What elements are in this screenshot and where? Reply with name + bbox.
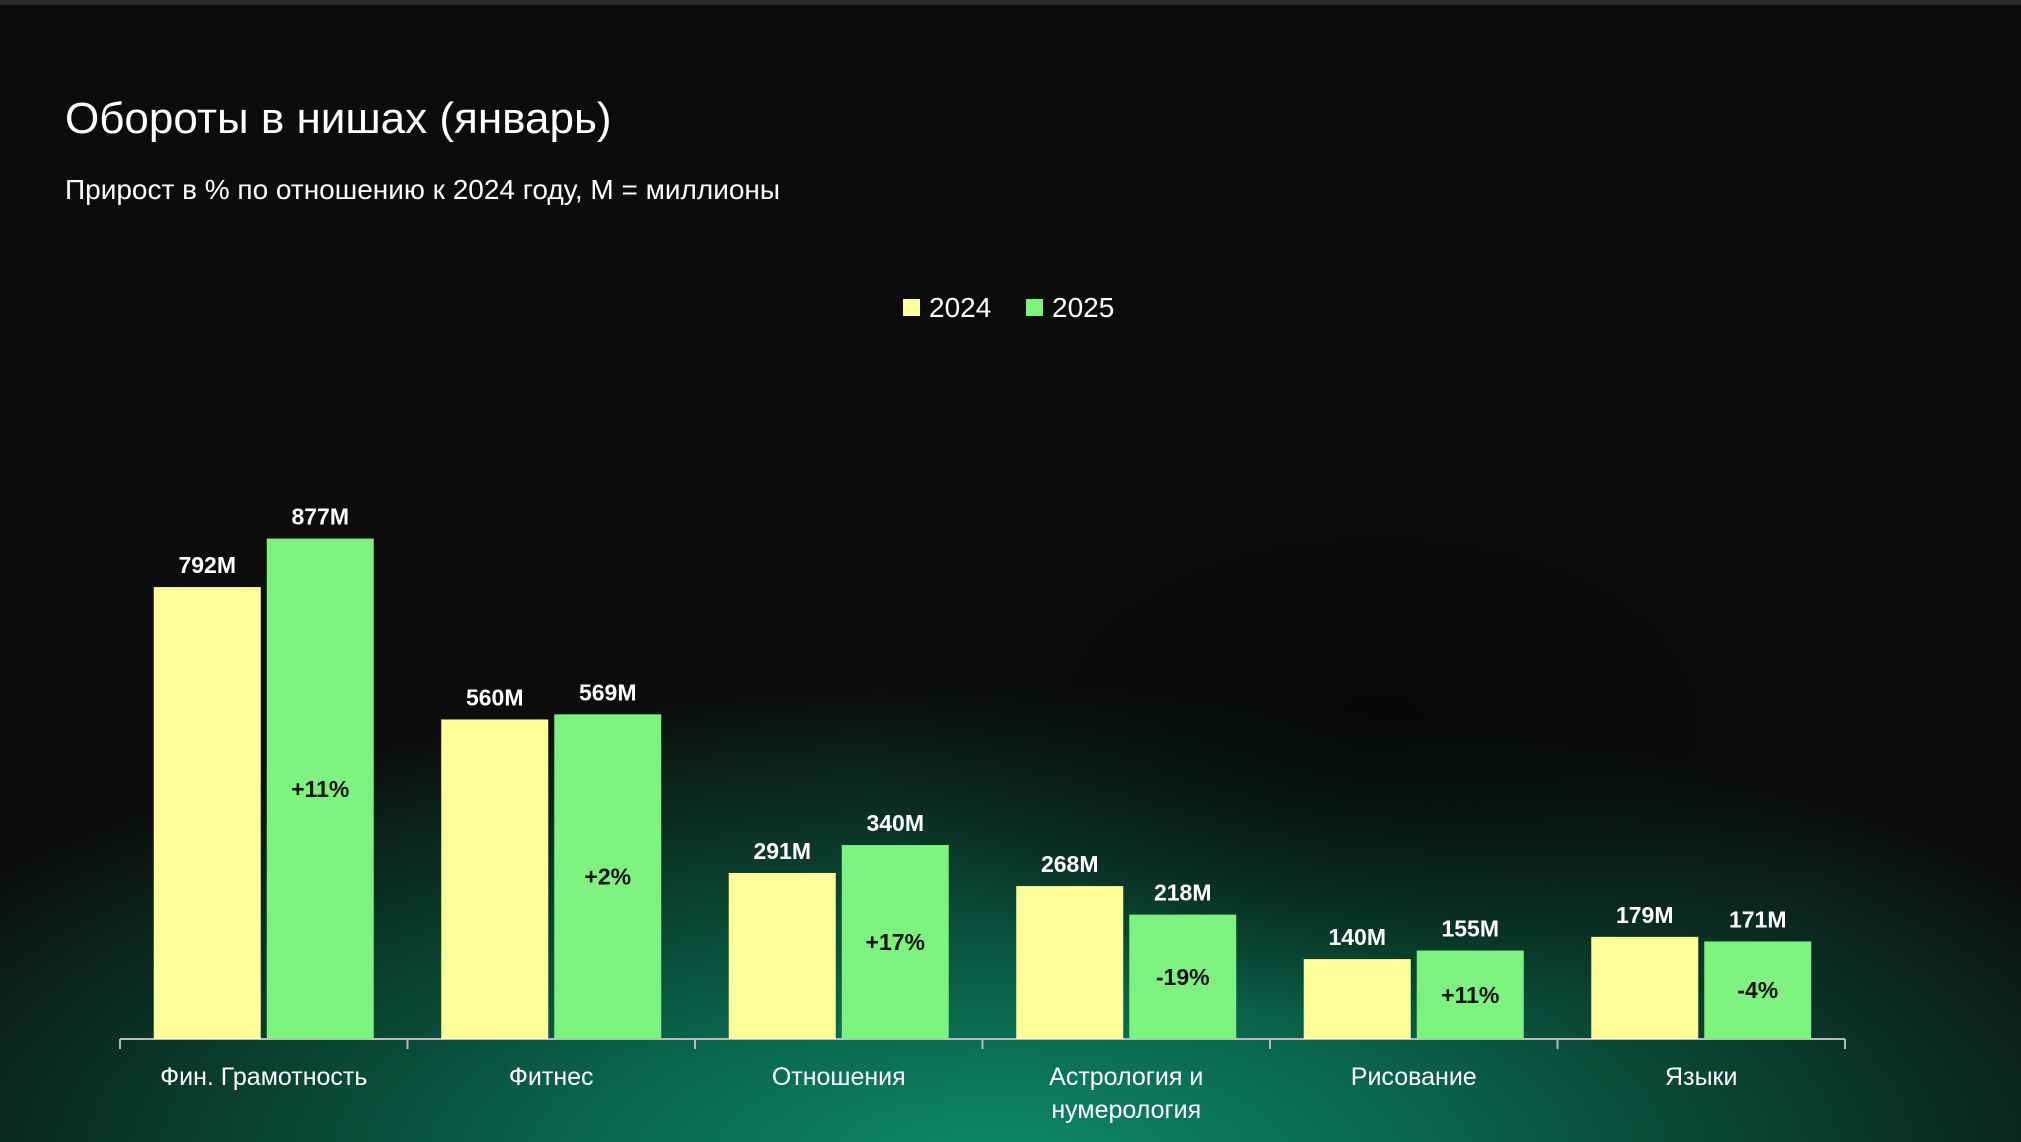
top-border (0, 0, 2021, 5)
data-label-2025-2: 340M (866, 810, 924, 836)
growth-label-4: +11% (1441, 982, 1499, 1008)
bar-2024-1 (441, 719, 549, 1039)
growth-label-1: +2% (584, 864, 631, 890)
bar-2024-0 (153, 587, 261, 1039)
growth-label-3: -19% (1156, 964, 1210, 990)
category-label-4: Рисование (1351, 1063, 1477, 1091)
bar-2025-2 (841, 844, 949, 1039)
data-label-2024-0: 792M (178, 552, 236, 578)
bar-2024-2 (728, 872, 836, 1039)
data-label-2024-1: 560M (466, 684, 524, 710)
bar-2025-4 (1416, 950, 1524, 1039)
bar-2025-5 (1704, 941, 1812, 1039)
category-label-3: Астрология и (1049, 1063, 1203, 1091)
chart-subtitle: Прирост в % по отношению к 2024 году, М … (65, 174, 781, 205)
data-label-2024-4: 140M (1328, 924, 1386, 950)
data-label-2025-5: 171M (1729, 906, 1787, 932)
legend-label-2025: 2025 (1052, 292, 1114, 323)
data-label-2024-5: 179M (1616, 902, 1674, 928)
data-label-2025-0: 877M (291, 504, 349, 530)
chart-title: Обороты в нишах (январь) (65, 94, 612, 143)
category-label-2: Отношения (772, 1063, 906, 1091)
data-label-2025-3: 218M (1154, 880, 1212, 906)
category-label-3: нумерология (1051, 1096, 1201, 1124)
bar-2025-0 (266, 538, 374, 1039)
bar-2025-1 (554, 714, 662, 1039)
data-label-2025-4: 155M (1441, 916, 1499, 942)
category-label-1: Фитнес (509, 1063, 594, 1091)
category-label-0: Фин. Грамотность (160, 1063, 367, 1091)
growth-label-0: +11% (291, 776, 349, 802)
bar-2025-3 (1129, 914, 1237, 1039)
legend-swatch-2024 (903, 299, 920, 316)
category-label-5: Языки (1665, 1063, 1737, 1091)
data-label-2024-3: 268M (1041, 851, 1099, 877)
data-label-2025-1: 569M (579, 679, 637, 705)
bar-2024-4 (1303, 959, 1411, 1039)
growth-label-2: +17% (866, 929, 925, 955)
growth-label-5: -4% (1737, 977, 1778, 1003)
legend-swatch-2025 (1026, 299, 1043, 316)
bar-2024-5 (1591, 936, 1699, 1039)
data-label-2024-2: 291M (753, 838, 811, 864)
bar-2024-3 (1016, 886, 1124, 1039)
legend-label-2024: 2024 (929, 292, 991, 323)
